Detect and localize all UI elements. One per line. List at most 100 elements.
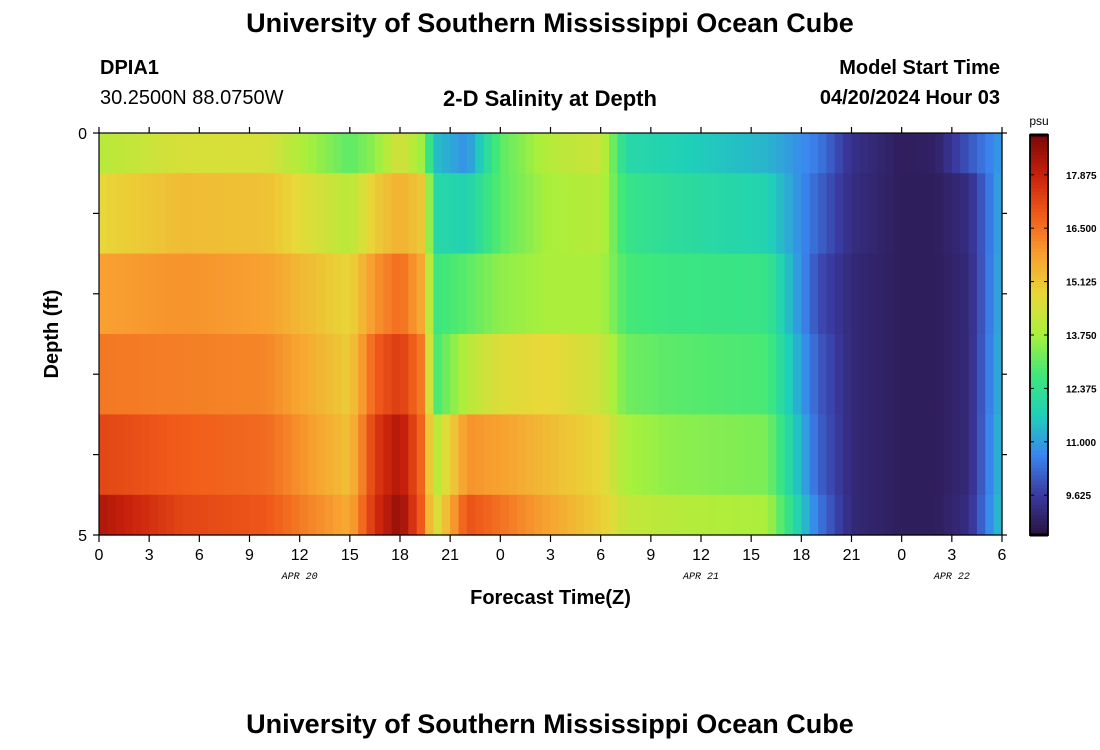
heatmap-cell [174, 133, 184, 174]
heatmap-cell [165, 334, 175, 415]
colorbar-swatch [1030, 241, 1048, 246]
heatmap-cell [525, 253, 535, 335]
heatmap-cell [834, 414, 844, 496]
heatmap-cell [642, 414, 652, 496]
heatmap-cell [316, 334, 326, 415]
colorbar-swatch [1030, 291, 1048, 296]
heatmap-cell [767, 414, 777, 496]
heatmap-cell [416, 173, 426, 255]
colorbar-swatch [1030, 478, 1048, 483]
heatmap-cell [884, 133, 894, 174]
colorbar-tick-label: 11.000 [1066, 438, 1096, 449]
x-tick-label: 15 [742, 547, 760, 564]
heatmap-cell [124, 173, 134, 255]
heatmap-cell [751, 494, 761, 536]
heatmap-cell [809, 173, 819, 255]
heatmap-cell [274, 133, 284, 174]
heatmap-cell [349, 253, 359, 335]
heatmap-cell [475, 414, 485, 496]
heatmap-cell [993, 414, 1003, 496]
heatmap-cell [107, 334, 117, 415]
heatmap-cell [182, 253, 192, 335]
heatmap-cell [935, 414, 945, 496]
heatmap-cell [257, 414, 267, 496]
x-tick-label: 3 [546, 547, 555, 564]
heatmap-cell [190, 494, 200, 536]
y-axis: 05 [78, 126, 1007, 545]
heatmap-cell [818, 494, 828, 536]
heatmap-cell [500, 494, 510, 536]
heatmap-cell [851, 253, 861, 335]
colorbar-swatch [1030, 195, 1048, 199]
heatmap-cell [266, 133, 276, 174]
heatmap-cell [99, 414, 108, 496]
heatmap-cell [625, 334, 635, 415]
colorbar-swatch [1030, 148, 1048, 153]
x-tick-label: 3 [947, 547, 956, 564]
heatmap-cell [734, 253, 744, 335]
heatmap-cell [976, 253, 986, 335]
heatmap-cell [767, 253, 777, 335]
heatmap-cell [299, 494, 309, 536]
heatmap-cell [542, 133, 552, 174]
heatmap-cell [692, 334, 702, 415]
heatmap-cell [809, 334, 819, 415]
heatmap-cell [282, 133, 292, 174]
heatmap-cell [249, 173, 259, 255]
heatmap-cell [207, 414, 217, 496]
heatmap-cell [408, 173, 418, 255]
colorbar-swatch [1030, 225, 1048, 229]
heatmap-cell [115, 494, 125, 536]
heatmap-cell [985, 334, 995, 415]
heatmap-cell [199, 253, 209, 335]
colorbar-swatch [1030, 181, 1048, 186]
colorbar-swatch [1030, 431, 1048, 436]
heatmap-cell [667, 414, 677, 496]
colorbar-swatch [1030, 231, 1048, 236]
heatmap-cell [717, 414, 727, 496]
colorbar-swatch [1030, 521, 1048, 526]
heatmap-cell [792, 334, 802, 415]
heatmap-cell [976, 494, 986, 536]
heatmap-cell [333, 494, 343, 536]
heatmap-cell [249, 334, 259, 415]
colorbar-swatch [1030, 191, 1048, 196]
heatmap-cell [533, 133, 543, 174]
heatmap-cell [174, 253, 184, 335]
heatmap-cell [859, 133, 869, 174]
heatmap-cell [282, 253, 292, 335]
heatmap-cell [190, 414, 200, 496]
heatmap-cell [341, 334, 351, 415]
colorbar-tick-label: 13.750 [1066, 331, 1097, 342]
heatmap-cell [182, 334, 192, 415]
colorbar-swatch [1030, 348, 1048, 353]
heatmap-cell [341, 173, 351, 255]
heatmap-cell [149, 133, 159, 174]
colorbar-swatch [1030, 135, 1048, 139]
model-start-time: 04/20/2024 Hour 03 [819, 87, 1000, 109]
heatmap-cell [592, 334, 602, 415]
heatmap-cell [792, 173, 802, 255]
colorbar-swatch [1030, 501, 1048, 506]
heatmap-cell [709, 494, 719, 536]
colorbar-swatch [1030, 285, 1048, 289]
heatmap-cell [876, 414, 886, 496]
y-tick-label: 5 [78, 528, 87, 545]
heatmap-cell [592, 133, 602, 174]
heatmap-cell [508, 173, 518, 255]
heatmap-cell [224, 334, 234, 415]
heatmap-cell [483, 494, 493, 536]
heatmap-cell [182, 414, 192, 496]
heatmap-cell [742, 253, 752, 335]
colorbar-swatch [1030, 281, 1048, 286]
colorbar-swatch [1030, 155, 1048, 159]
colorbar-tick-label: 12.375 [1066, 384, 1097, 395]
colorbar-tick-label: 15.125 [1066, 278, 1097, 289]
colorbar-swatch [1030, 525, 1048, 529]
colorbar-swatch [1030, 378, 1048, 383]
heatmap-cell [751, 414, 761, 496]
heatmap-cell [634, 494, 644, 536]
heatmap-cell [960, 414, 970, 496]
heatmap-cell [132, 133, 142, 174]
heatmap-cell [926, 133, 936, 174]
